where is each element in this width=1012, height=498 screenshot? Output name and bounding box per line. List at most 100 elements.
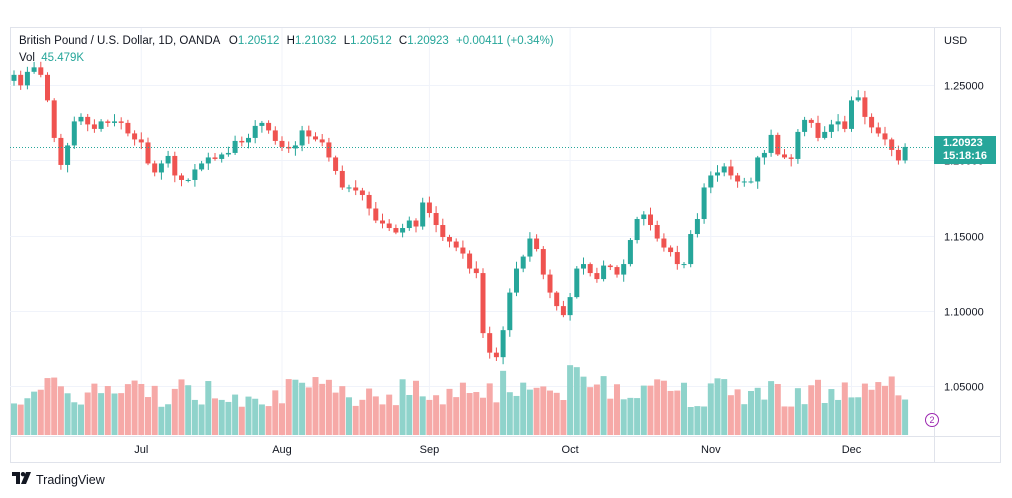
candle-body[interactable] — [701, 187, 707, 220]
candle-body[interactable] — [292, 145, 298, 149]
candle-body[interactable] — [132, 133, 138, 140]
candle-body[interactable] — [882, 133, 888, 140]
candle-body[interactable] — [125, 122, 131, 134]
candle-body[interactable] — [426, 202, 432, 214]
candle-body[interactable] — [560, 306, 566, 316]
candle-body[interactable] — [71, 121, 77, 146]
candle-body[interactable] — [775, 134, 781, 155]
candle-body[interactable] — [212, 157, 218, 159]
candle-body[interactable] — [895, 149, 901, 161]
currency-label[interactable]: USD — [944, 35, 968, 47]
candle-body[interactable] — [85, 116, 91, 125]
candle-body[interactable] — [45, 74, 50, 101]
candle-body[interactable] — [473, 268, 479, 274]
candle-body[interactable] — [574, 268, 580, 298]
candle-body[interactable] — [24, 71, 30, 86]
candle-body[interactable] — [902, 146, 908, 161]
candle-body[interactable] — [453, 241, 459, 248]
candle-body[interactable] — [373, 208, 379, 221]
candle-body[interactable] — [621, 264, 627, 275]
candle-body[interactable] — [668, 247, 674, 253]
candle-body[interactable] — [674, 252, 680, 265]
candle-body[interactable] — [822, 131, 828, 138]
candle-body[interactable] — [849, 100, 854, 129]
candle-body[interactable] — [353, 187, 359, 191]
candle-body[interactable] — [172, 155, 178, 176]
candle-body[interactable] — [246, 137, 251, 143]
candle-body[interactable] — [688, 234, 694, 265]
candle-body[interactable] — [782, 154, 787, 158]
candle-body[interactable] — [808, 119, 814, 123]
candle-body[interactable] — [406, 220, 412, 229]
candle-body[interactable] — [741, 181, 747, 183]
candle-body[interactable] — [607, 265, 613, 268]
candle-body[interactable] — [842, 121, 848, 129]
candle-body[interactable] — [661, 238, 667, 248]
candle-body[interactable] — [105, 121, 111, 123]
candle-body[interactable] — [400, 228, 406, 233]
candle-body[interactable] — [828, 124, 834, 132]
candle-body[interactable] — [815, 122, 821, 138]
candle-body[interactable] — [239, 140, 245, 143]
candle-body[interactable] — [205, 157, 211, 164]
candle-body[interactable] — [795, 131, 801, 159]
candle-body[interactable] — [65, 145, 71, 165]
candle-body[interactable] — [112, 121, 117, 123]
candle-body[interactable] — [527, 238, 533, 257]
candle-body[interactable] — [18, 74, 24, 86]
candle-body[interactable] — [493, 352, 499, 358]
candle-body[interactable] — [875, 127, 881, 134]
candle-body[interactable] — [534, 238, 540, 250]
tradingview-footer[interactable]: TradingView — [12, 472, 105, 487]
candle-body[interactable] — [694, 219, 700, 235]
candle-body[interactable] — [581, 264, 586, 269]
candle-body[interactable] — [507, 292, 513, 331]
candle-body[interactable] — [266, 122, 272, 131]
candle-body[interactable] — [855, 97, 861, 101]
candle-body[interactable] — [118, 121, 124, 123]
candle-body[interactable] — [219, 154, 225, 159]
candle-body[interactable] — [339, 170, 345, 188]
candle-body[interactable] — [319, 139, 325, 143]
candle-body[interactable] — [601, 265, 607, 280]
candle-body[interactable] — [98, 121, 104, 129]
candle-body[interactable] — [279, 140, 285, 147]
candle-body[interactable] — [467, 253, 473, 269]
candle-body[interactable] — [480, 273, 486, 334]
candle-body[interactable] — [393, 228, 399, 233]
candle-body[interactable] — [272, 130, 278, 141]
candle-body[interactable] — [185, 179, 191, 181]
candle-body[interactable] — [313, 136, 318, 140]
candle-body[interactable] — [366, 194, 372, 209]
candle-body[interactable] — [835, 121, 841, 125]
candle-body[interactable] — [547, 274, 553, 293]
candle-body[interactable] — [152, 163, 158, 173]
candle-body[interactable] — [761, 152, 767, 158]
candle-body[interactable] — [326, 142, 332, 158]
candle-body[interactable] — [514, 268, 519, 293]
candle-body[interactable] — [225, 152, 231, 155]
candle-body[interactable] — [520, 256, 526, 269]
candle-body[interactable] — [869, 116, 875, 128]
candle-body[interactable] — [889, 139, 895, 150]
candle-body[interactable] — [192, 169, 198, 180]
candle-body[interactable] — [648, 214, 653, 226]
candle-body[interactable] — [681, 264, 687, 266]
candle-body[interactable] — [614, 267, 620, 275]
candle-body[interactable] — [145, 142, 151, 164]
candle-body[interactable] — [165, 155, 171, 164]
candle-body[interactable] — [748, 181, 754, 183]
symbol-title[interactable]: British Pound / U.S. Dollar, 1D, OANDA — [19, 35, 220, 47]
candle-body[interactable] — [654, 225, 660, 239]
candle-body[interactable] — [567, 297, 573, 316]
candle-body[interactable] — [252, 125, 258, 138]
candle-body[interactable] — [359, 190, 365, 195]
candle-body[interactable] — [179, 175, 184, 180]
candle-body[interactable] — [306, 130, 312, 137]
candle-body[interactable] — [386, 223, 392, 229]
candle-body[interactable] — [715, 172, 720, 176]
candle-body[interactable] — [487, 333, 493, 353]
candle-body[interactable] — [299, 130, 305, 146]
candle-body[interactable] — [554, 292, 560, 307]
volume-label[interactable]: Vol — [19, 52, 35, 64]
